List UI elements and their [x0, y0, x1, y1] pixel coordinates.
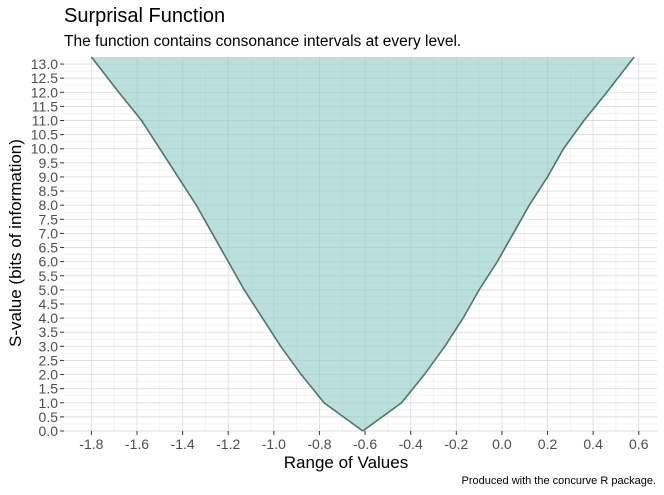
- chart-title: Surprisal Function: [64, 5, 226, 27]
- y-tick-label: 1.5: [39, 381, 59, 397]
- y-tick-label: 2.5: [39, 352, 59, 368]
- y-tick-label: 6.0: [39, 254, 59, 270]
- lower-bound-line: [90, 56, 364, 432]
- y-axis: 0.00.51.01.52.02.53.03.54.04.55.05.56.06…: [31, 56, 64, 439]
- y-tick-label: 12.0: [31, 84, 58, 100]
- y-tick-label: 11.5: [32, 98, 58, 114]
- x-axis-title: Range of Values: [284, 453, 408, 472]
- y-tick-label: 7.0: [39, 225, 59, 241]
- y-tick-label: 9.0: [39, 169, 59, 185]
- y-tick-label: 5.5: [39, 268, 59, 284]
- x-tick-label: 0.6: [629, 436, 649, 452]
- x-tick-label: -1.0: [262, 436, 286, 452]
- x-tick-label: -0.6: [353, 436, 377, 452]
- y-tick-label: 7.5: [39, 211, 59, 227]
- surprisal-area: [91, 57, 635, 431]
- y-tick-label: 6.5: [39, 240, 59, 256]
- chart-caption: Produced with the concurve R package.: [461, 475, 656, 487]
- y-tick-label: 4.5: [39, 296, 59, 312]
- x-axis: -1.8 -1.6 -1.4 -1.2 -1.0 -0.8 -0.6 -0.4 -0.2 0.0 0…: [79, 431, 649, 452]
- y-tick-label: 0.5: [39, 409, 59, 425]
- x-tick-label: -0.4: [399, 436, 423, 452]
- y-tick-label: 8.0: [39, 197, 59, 213]
- chart-subtitle: The function contains consonance interva…: [64, 33, 462, 50]
- y-tick-label: 11.0: [32, 113, 58, 129]
- x-tick-label: -1.8: [79, 436, 103, 452]
- y-tick-label: 10.5: [31, 127, 58, 143]
- y-tick-label: 1.0: [39, 395, 59, 411]
- y-tick-label: 10.0: [31, 141, 58, 157]
- x-tick-label: 0.2: [538, 436, 558, 452]
- y-axis-title: S-value (bits of information): [6, 139, 25, 347]
- x-tick-label: 0.4: [583, 436, 603, 452]
- x-tick-label: -1.2: [216, 436, 240, 452]
- series-layer: [90, 56, 635, 432]
- x-tick-label: -1.6: [125, 436, 149, 452]
- y-tick-label: 0.0: [39, 423, 59, 439]
- y-tick-label: 3.5: [39, 324, 59, 340]
- x-tick-label: -1.4: [171, 436, 195, 452]
- y-tick-label: 12.5: [31, 70, 58, 86]
- x-tick-label: 0.0: [492, 436, 512, 452]
- x-tick-label: -0.2: [444, 436, 468, 452]
- y-tick-label: 5.0: [39, 282, 59, 298]
- upper-bound-line: [362, 56, 635, 432]
- y-tick-label: 9.5: [39, 155, 59, 171]
- x-tick-label: -0.8: [307, 436, 331, 452]
- y-tick-label: 8.5: [39, 183, 59, 199]
- y-tick-label: 4.0: [39, 310, 59, 326]
- y-tick-label: 13.0: [31, 56, 58, 72]
- y-tick-label: 3.0: [39, 338, 59, 354]
- y-tick-label: 2.0: [39, 367, 59, 383]
